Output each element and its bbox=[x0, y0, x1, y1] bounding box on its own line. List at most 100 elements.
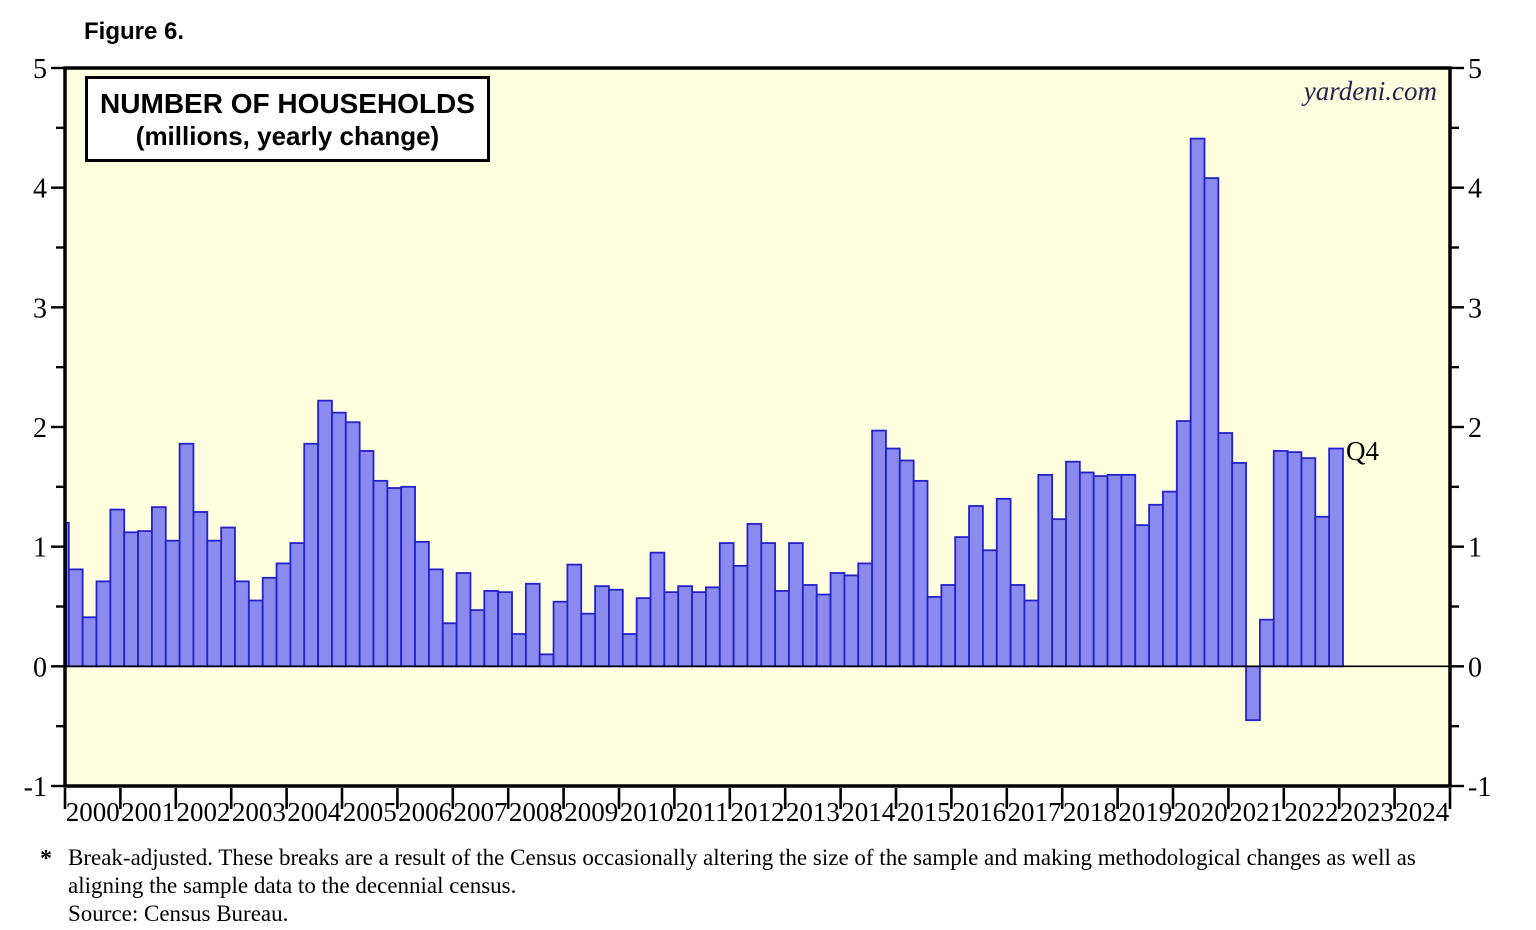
x-tick-label: 2010 bbox=[620, 797, 674, 827]
x-tick-label: 2009 bbox=[564, 797, 618, 827]
x-tick-label: 2006 bbox=[398, 797, 452, 827]
chart-subtitle: (millions, yearly change) bbox=[135, 121, 440, 151]
bar-2001Q3 bbox=[150, 506, 167, 668]
y-tick-label-left: 2 bbox=[33, 413, 47, 444]
x-tick-label: 2004 bbox=[287, 797, 342, 827]
bar-2008Q4 bbox=[552, 600, 569, 668]
bar-2005Q3 bbox=[372, 479, 389, 668]
bar-2016Q2 bbox=[968, 505, 984, 668]
bar-2015Q1 bbox=[898, 459, 915, 668]
bar-2012Q1 bbox=[732, 564, 749, 668]
bar-2004Q3 bbox=[317, 399, 333, 668]
bar-2009Q4 bbox=[608, 588, 624, 668]
y-tick-label-left: 0 bbox=[33, 652, 47, 683]
bar-2013Q2 bbox=[801, 584, 818, 668]
bar-2013Q3 bbox=[815, 593, 832, 668]
y-tick-label-left: 5 bbox=[33, 54, 47, 85]
bar-2011Q1 bbox=[677, 585, 693, 668]
x-tick-label: 2022 bbox=[1285, 797, 1339, 827]
bar-2008Q3 bbox=[538, 653, 555, 668]
chart-title: NUMBER OF HOUSEHOLDS bbox=[100, 88, 475, 119]
bar-2021Q4 bbox=[1272, 450, 1289, 668]
x-tick-label: 2019 bbox=[1118, 797, 1172, 827]
bar-2001Q4 bbox=[164, 539, 181, 668]
footnote-line-2: aligning the sample data to the decennia… bbox=[68, 873, 517, 898]
bar-2014Q3 bbox=[871, 429, 887, 668]
bar-2017Q2 bbox=[1023, 599, 1040, 668]
bar-2007Q2 bbox=[469, 609, 486, 668]
bar-2010Q3 bbox=[649, 551, 666, 668]
bar-2011Q2 bbox=[691, 591, 707, 668]
x-tick-label: 2015 bbox=[897, 797, 951, 827]
bar-2022Q3 bbox=[1314, 515, 1331, 668]
bar-2020Q2 bbox=[1189, 137, 1206, 668]
bar-2001Q2 bbox=[137, 530, 153, 668]
bar-2015Q4 bbox=[940, 584, 957, 668]
plot-area bbox=[65, 68, 1450, 786]
y-tick-label-right: 1 bbox=[1468, 533, 1482, 564]
x-tick-label: 2014 bbox=[841, 797, 896, 827]
y-tick-label-right: 3 bbox=[1468, 293, 1482, 324]
x-tick-label: 2021 bbox=[1229, 797, 1283, 827]
bar-2006Q2 bbox=[414, 540, 430, 668]
bar-2008Q2 bbox=[524, 582, 541, 668]
bar-2019Q2 bbox=[1134, 524, 1151, 668]
bar-2009Q1 bbox=[566, 563, 583, 668]
bar-2006Q1 bbox=[400, 485, 416, 668]
plot-border bbox=[63, 66, 1452, 788]
bar-2016Q1 bbox=[954, 536, 970, 668]
bar-2016Q4 bbox=[995, 497, 1012, 668]
bar-2014Q4 bbox=[885, 447, 901, 668]
bar-2000Q3 bbox=[95, 580, 112, 668]
bar-2008Q1 bbox=[511, 633, 527, 668]
bar-2007Q1 bbox=[455, 572, 472, 668]
figure-label: Figure 6. bbox=[84, 18, 185, 45]
x-tick-label: 2012 bbox=[731, 797, 785, 827]
x-tick-label: 2017 bbox=[1008, 797, 1062, 827]
bar-2013Q4 bbox=[829, 572, 846, 668]
bar-2010Q1 bbox=[621, 633, 638, 668]
x-tick-label: 2007 bbox=[454, 797, 508, 827]
y-tick-label-right: 4 bbox=[1468, 174, 1482, 205]
bar-2002Q1 bbox=[178, 442, 195, 668]
y-tick-label-right: 0 bbox=[1468, 652, 1482, 683]
bar-2022Q1 bbox=[1286, 451, 1303, 668]
bar-2022Q2 bbox=[1300, 457, 1317, 668]
x-tick-label: 2024 bbox=[1395, 797, 1450, 827]
y-axis-ticks bbox=[51, 66, 1464, 788]
bar-2022Q4 bbox=[1328, 447, 1344, 668]
bar-2014Q2 bbox=[857, 562, 874, 668]
x-tick-label: 2001 bbox=[121, 797, 175, 827]
bar-series bbox=[65, 137, 1344, 722]
footnote-line-1: Break-adjusted. These breaks are a resul… bbox=[68, 845, 1416, 870]
bar-2009Q3 bbox=[594, 585, 610, 668]
bar-2005Q2 bbox=[358, 450, 375, 668]
bar-2015Q2 bbox=[912, 479, 929, 668]
bar-2004Q1 bbox=[289, 542, 306, 668]
footnote-line-3: Source: Census Bureau. bbox=[68, 901, 289, 926]
y-tick-label-left: 4 bbox=[33, 174, 47, 205]
footnote-asterisk: * bbox=[40, 846, 52, 872]
x-tick-label: 2003 bbox=[232, 797, 286, 827]
chart-title-box: NUMBER OF HOUSEHOLDS (millions, yearly c… bbox=[85, 76, 490, 162]
bar-2000Q4 bbox=[109, 508, 126, 668]
bar-2003Q4 bbox=[275, 562, 292, 668]
y-tick-label-right: 5 bbox=[1468, 54, 1482, 85]
bar-2019Q1 bbox=[1120, 473, 1137, 668]
x-tick-label: 2023 bbox=[1340, 797, 1394, 827]
bar-2017Q4 bbox=[1051, 518, 1067, 668]
bar-2006Q4 bbox=[441, 622, 458, 668]
bar-2019Q3 bbox=[1148, 503, 1164, 668]
bar-2018Q1 bbox=[1065, 460, 1081, 668]
bar-2002Q3 bbox=[206, 539, 223, 668]
bar-2020Q4 bbox=[1217, 432, 1234, 668]
bar-2000Q2 bbox=[81, 616, 98, 668]
bar-2005Q4 bbox=[386, 487, 403, 668]
x-tick-label: 2002 bbox=[177, 797, 231, 827]
y-axis-labels: -1 -1 0 0 1 1 2 2 3 3 4 4 5 5 bbox=[24, 54, 1492, 803]
x-tick-label: 2005 bbox=[343, 797, 397, 827]
bar-2011Q4 bbox=[718, 542, 735, 668]
bar-2005Q1 bbox=[344, 421, 361, 668]
bar-2019Q4 bbox=[1162, 490, 1178, 668]
